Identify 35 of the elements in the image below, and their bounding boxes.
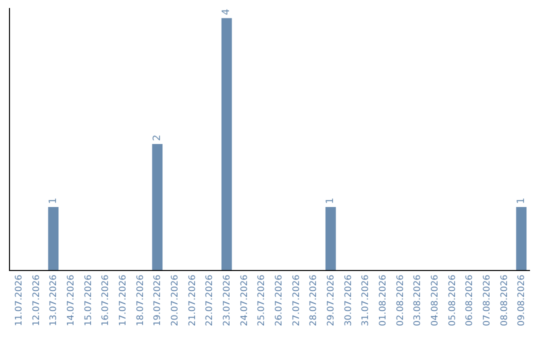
x-tick-label: 15.07.2026 (84, 274, 94, 326)
x-tick-label: 02.08.2026 (396, 274, 406, 326)
x-tick-label: 19.07.2026 (153, 274, 164, 326)
x-tick-label: 24.07.2026 (240, 274, 250, 326)
x-tick-label: 09.08.2026 (517, 274, 528, 326)
x-tick-label: 18.07.2026 (136, 274, 146, 326)
x-tick-label: 13.07.2026 (49, 274, 60, 326)
x-tick-label: 20.07.2026 (170, 274, 181, 326)
x-tick-label: 04.08.2026 (430, 274, 441, 326)
x-tick-label: 31.07.2026 (361, 274, 372, 326)
data-label: 4 (221, 8, 232, 16)
x-tick-label: 08.08.2026 (500, 274, 510, 326)
x-tick-label: 14.07.2026 (66, 274, 77, 326)
x-tick-label: 03.08.2026 (413, 274, 424, 326)
x-tick-label: 16.07.2026 (101, 274, 112, 326)
data-label: 1 (516, 198, 527, 204)
x-tick-label: 26.07.2026 (274, 274, 285, 326)
x-tick-label: 25.07.2026 (257, 274, 268, 326)
x-tick-label: 05.08.2026 (448, 274, 458, 326)
data-label: 2 (152, 134, 163, 142)
data-label: 1 (325, 198, 336, 204)
x-tick-label: 22.07.2026 (205, 274, 216, 326)
x-tick-label: 23.07.2026 (222, 274, 233, 326)
x-tick-label: 01.08.2026 (378, 274, 389, 326)
x-tick-label: 27.07.2026 (292, 274, 302, 326)
x-tick-label: 29.07.2026 (326, 274, 337, 326)
x-tick-label: 12.07.2026 (32, 274, 42, 326)
x-tick-label: 06.08.2026 (465, 274, 476, 326)
x-tick-label: 21.07.2026 (188, 274, 198, 326)
x-tick-label: 28.07.2026 (309, 274, 320, 326)
x-tick-label: 17.07.2026 (118, 274, 129, 326)
data-label: 1 (48, 198, 59, 204)
x-tick-label: 11.07.2026 (14, 274, 25, 326)
x-tick-label: 07.08.2026 (482, 274, 493, 326)
x-tick-label: 30.07.2026 (344, 274, 354, 326)
